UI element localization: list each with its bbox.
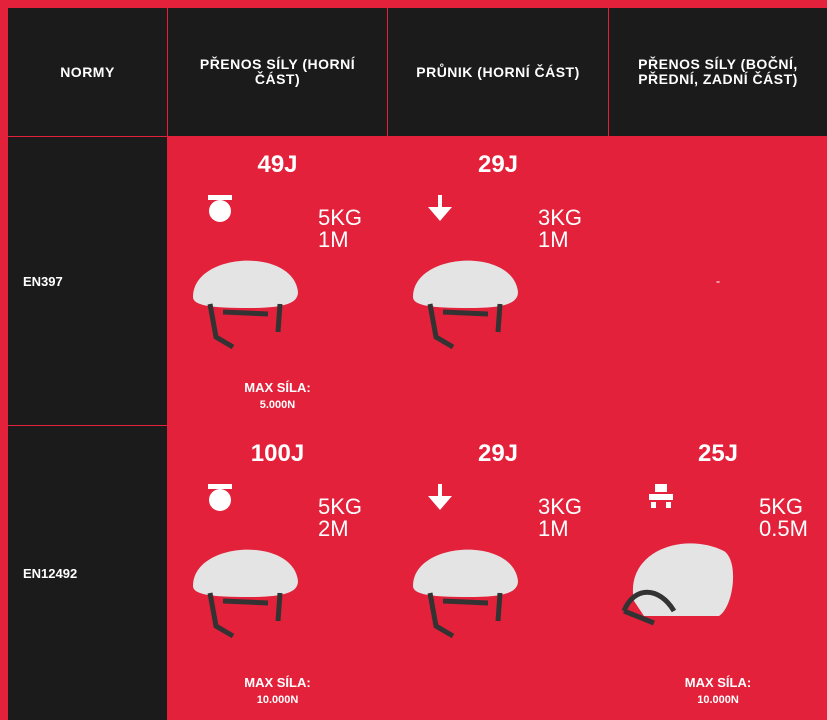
impact-icon xyxy=(649,484,673,508)
norm-cell: EN12492 xyxy=(8,426,167,720)
helmet xyxy=(408,531,523,646)
helmet xyxy=(614,531,739,636)
helmet xyxy=(188,242,303,357)
header-cell: NORMY xyxy=(8,8,167,136)
result-cell: 49J 5KG 1M MAX SÍLA: 5.000N xyxy=(168,137,387,425)
header-cell: PŘENOS SÍLY (BOČNÍ, PŘEDNÍ, ZADNÍ ČÁST) xyxy=(609,8,827,136)
weight: 3KG xyxy=(538,205,583,230)
helmet xyxy=(408,242,523,357)
impact-icon xyxy=(428,195,452,221)
result-cell: 29J 3KG 1M xyxy=(388,137,608,425)
max-value: 10.000N xyxy=(256,694,299,706)
result-cell: 100J 5KG 2M MAX SÍLA: 10.000N xyxy=(168,426,387,720)
max-label: MAX SÍLA: xyxy=(684,675,752,690)
impact-icon xyxy=(208,484,232,511)
impact-icon xyxy=(428,484,452,510)
result-cell: 25J 5KG 0.5M MAX SÍLA: 10.000N xyxy=(609,426,827,720)
norm-cell: EN397 xyxy=(8,137,167,425)
helmet-icon xyxy=(413,260,518,350)
weight: 5KG xyxy=(759,494,804,519)
weight: 5KG xyxy=(318,205,363,230)
energy: 25J xyxy=(697,440,739,467)
result-cell: - xyxy=(609,137,827,425)
energy: 49J xyxy=(257,151,298,178)
impact-icon xyxy=(208,195,232,222)
helmet-icon xyxy=(621,543,734,626)
max-value: 5.000N xyxy=(259,399,296,411)
height: 1M xyxy=(318,227,349,252)
height: 1M xyxy=(538,516,569,541)
header-cell: PRŮNIK (HORNÍ ČÁST) xyxy=(388,8,608,136)
weight: 3KG xyxy=(538,494,583,519)
helmet-icon xyxy=(193,549,298,639)
max-value: 10.000N xyxy=(697,694,739,706)
helmet-icon xyxy=(193,260,298,350)
height: 2M xyxy=(318,516,349,541)
energy: 29J xyxy=(477,151,519,178)
weight: 5KG xyxy=(318,494,363,519)
result-cell: 29J 3KG 1M xyxy=(388,426,608,720)
empty-value: - xyxy=(715,273,721,289)
energy: 100J xyxy=(250,440,305,467)
header-cell: PŘENOS SÍLY (HORNÍ ČÁST) xyxy=(168,8,387,136)
energy: 29J xyxy=(477,440,519,467)
helmet xyxy=(188,531,303,646)
max-label: MAX SÍLA: xyxy=(244,675,311,690)
height: 1M xyxy=(538,227,569,252)
max-label: MAX SÍLA: xyxy=(244,380,311,395)
helmet-icon xyxy=(413,549,518,639)
height: 0.5M xyxy=(759,516,808,541)
